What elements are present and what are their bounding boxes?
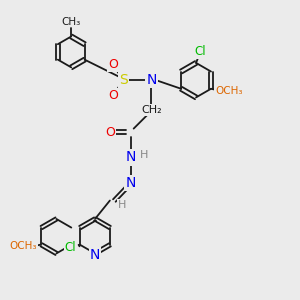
Text: N: N xyxy=(125,176,136,190)
Text: O: O xyxy=(108,89,118,102)
Text: N: N xyxy=(125,150,136,164)
Text: N: N xyxy=(146,73,157,87)
Text: OCH₃: OCH₃ xyxy=(9,241,37,251)
Text: S: S xyxy=(119,73,128,87)
Text: Cl: Cl xyxy=(65,241,76,254)
Text: Cl: Cl xyxy=(195,45,206,58)
Text: O: O xyxy=(108,58,118,71)
Text: CH₂: CH₂ xyxy=(141,105,162,115)
Text: N: N xyxy=(90,248,100,262)
Text: OCH₃: OCH₃ xyxy=(215,86,243,96)
Text: O: O xyxy=(105,126,115,139)
Text: H: H xyxy=(140,150,148,160)
Text: CH₃: CH₃ xyxy=(61,16,81,27)
Text: H: H xyxy=(118,200,126,210)
